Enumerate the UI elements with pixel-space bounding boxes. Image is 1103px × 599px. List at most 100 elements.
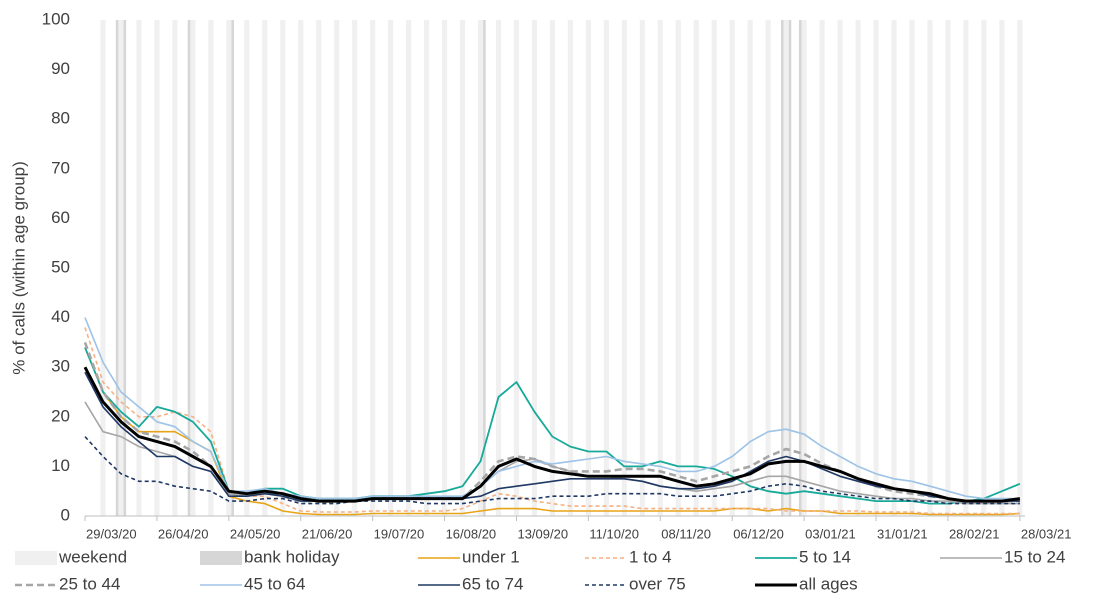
weekend-band (639, 20, 645, 516)
weekend-band (891, 20, 897, 516)
legend-label: 65 to 74 (462, 574, 523, 593)
weekend-band (370, 20, 376, 516)
weekend-band (999, 20, 1005, 516)
y-tick-label: 90 (51, 59, 70, 78)
weekend-band (154, 20, 160, 516)
x-tick-label: 21/06/20 (302, 526, 353, 541)
weekend-band (244, 20, 250, 516)
weekend-band (477, 20, 484, 516)
y-tick-label: 80 (51, 109, 70, 128)
weekend-band (981, 20, 987, 516)
weekend-band (262, 20, 268, 516)
weekend-band (298, 20, 304, 516)
weekend-band (513, 20, 520, 516)
y-axis-label: % of calls (within age group) (9, 161, 28, 375)
legend-label: all ages (799, 574, 858, 593)
y-tick-label: 70 (51, 158, 70, 177)
x-tick-label: 13/09/20 (517, 526, 568, 541)
weekend-band (963, 20, 969, 516)
weekend-band (909, 20, 915, 516)
y-tick-label: 0 (61, 505, 70, 524)
weekend-band (801, 20, 807, 516)
x-tick-label: 03/01/21 (805, 526, 856, 541)
series-line (84, 317, 1020, 500)
weekend-band (729, 20, 735, 516)
weekend-band (352, 20, 358, 516)
legend-label: under 1 (462, 547, 520, 566)
weekend-band (190, 20, 196, 516)
x-tick-label: 08/11/20 (661, 526, 711, 541)
weekend-band (783, 20, 789, 516)
series-line (84, 347, 1020, 516)
y-tick-label: 50 (51, 257, 70, 276)
weekend-band (567, 20, 573, 516)
x-tick-label: 28/02/21 (949, 526, 1000, 541)
weekend-band (459, 20, 466, 516)
bank-holiday-band (788, 20, 792, 516)
weekend-band (424, 20, 430, 516)
y-tick-label: 10 (51, 456, 70, 475)
legend-label: 5 to 14 (799, 547, 851, 566)
weekend-band (208, 20, 214, 516)
legend-label: bank holiday (244, 547, 340, 566)
weekend-band (837, 20, 843, 516)
weekend-band (280, 20, 286, 516)
legend-swatch (200, 551, 242, 565)
weekend-band (495, 20, 502, 516)
series-line (84, 436, 1020, 505)
weekend-band (172, 20, 178, 516)
weekend-band (855, 20, 861, 516)
legend-label: 15 to 24 (1004, 547, 1065, 566)
bank-holiday-band (115, 20, 119, 516)
legend-label: 25 to 44 (59, 574, 120, 593)
legend-label: over 75 (629, 574, 686, 593)
y-tick-label: 100 (42, 9, 70, 28)
weekend-band (603, 20, 609, 516)
weekend-band (693, 20, 699, 516)
x-tick-label: 24/05/20 (230, 526, 281, 541)
weekend-band (657, 20, 663, 516)
shading-layer (100, 20, 1023, 516)
weekend-band (406, 20, 412, 516)
y-tick-label: 20 (51, 406, 70, 425)
weekend-band (747, 20, 753, 516)
x-tick-label: 11/10/20 (589, 526, 639, 541)
legend-label: weekend (58, 547, 127, 566)
weekend-band (100, 20, 106, 516)
bank-holiday-band (187, 20, 191, 516)
y-tick-label: 40 (51, 307, 70, 326)
x-tick-label: 06/12/20 (733, 526, 784, 541)
weekend-band (441, 20, 448, 516)
weekend-band (316, 20, 322, 516)
bank-holiday-band (123, 20, 127, 516)
legend-label: 45 to 64 (244, 574, 305, 593)
weekend-band (765, 20, 771, 516)
x-tick-label: 19/07/20 (374, 526, 425, 541)
x-tick-label: 26/04/20 (158, 526, 209, 541)
weekend-band (334, 20, 340, 516)
x-tick-label: 28/03/21 (1021, 526, 1072, 541)
bank-holiday-band (798, 20, 802, 516)
x-tick-label: 31/01/21 (877, 526, 928, 541)
weekend-band (531, 20, 538, 516)
series-line (84, 371, 1020, 502)
weekend-band (585, 20, 591, 516)
weekend-band (675, 20, 681, 516)
weekend-band (1017, 20, 1023, 516)
weekend-band (226, 20, 232, 516)
bank-holiday-band (781, 20, 784, 516)
bank-holiday-band (231, 20, 234, 516)
weekend-band (118, 20, 124, 516)
weekend-band (136, 20, 142, 516)
weekend-band (945, 20, 951, 516)
weekend-band (873, 20, 879, 516)
weekend-band (549, 20, 555, 516)
x-tick-label: 16/08/20 (446, 526, 497, 541)
series-line (83, 366, 1021, 503)
weekend-band (711, 20, 717, 516)
y-tick-label: 30 (51, 357, 70, 376)
legend-label: 1 to 4 (629, 547, 672, 566)
weekend-band (819, 20, 825, 516)
y-tick-label: 60 (51, 208, 70, 227)
